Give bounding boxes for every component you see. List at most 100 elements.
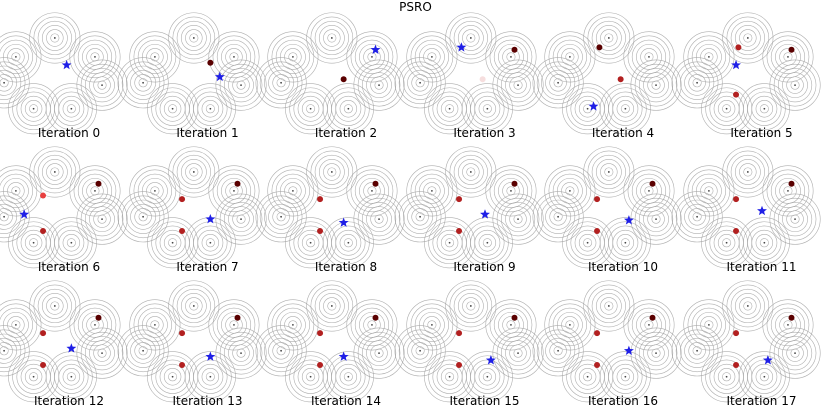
mode-5-contours bbox=[8, 217, 60, 269]
mode-5-contours bbox=[285, 351, 337, 403]
mode-5-contours bbox=[562, 83, 614, 135]
population-point-1 bbox=[178, 196, 185, 203]
mode-1-contours bbox=[306, 12, 358, 64]
panel-9 bbox=[394, 146, 544, 269]
mode-center-dot bbox=[192, 37, 195, 39]
best-response-star bbox=[370, 44, 381, 54]
mode-1-contours bbox=[168, 146, 220, 198]
best-response-star bbox=[624, 215, 635, 225]
panel-15 bbox=[394, 280, 544, 403]
mode-2-contours bbox=[69, 299, 121, 351]
mode-5-contours bbox=[285, 83, 337, 135]
mode-2-contours bbox=[762, 165, 814, 217]
mode-center-dot bbox=[15, 55, 18, 58]
mode-center-dot bbox=[101, 84, 104, 87]
population-point-0 bbox=[207, 59, 214, 66]
best-response-star bbox=[61, 59, 72, 70]
mode-center-dot bbox=[192, 305, 195, 307]
mode-0-contours bbox=[544, 31, 596, 83]
mode-center-dot bbox=[557, 215, 560, 218]
mode-center-dot bbox=[232, 323, 235, 326]
mode-center-dot bbox=[141, 81, 144, 84]
mode-3-contours bbox=[630, 327, 682, 379]
mode-center-dot bbox=[171, 107, 174, 110]
panel-8 bbox=[255, 146, 405, 269]
mode-center-dot bbox=[786, 323, 789, 326]
mode-1-contours bbox=[722, 280, 774, 332]
mode-center-dot bbox=[15, 189, 18, 192]
panel-label: Iteration 5 bbox=[730, 126, 793, 140]
population-point-0 bbox=[234, 314, 241, 321]
population-point-1 bbox=[455, 196, 462, 203]
mode-1-contours bbox=[583, 12, 635, 64]
population-point-2 bbox=[732, 227, 739, 234]
mode-5-contours bbox=[700, 217, 752, 269]
mode-center-dot bbox=[648, 323, 651, 326]
best-response-star bbox=[756, 205, 767, 216]
mode-center-dot bbox=[557, 81, 560, 84]
mode-center-dot bbox=[94, 55, 97, 58]
mode-6-contours bbox=[394, 57, 446, 109]
mode-center-dot bbox=[3, 215, 6, 218]
population-point-0 bbox=[788, 46, 795, 53]
mode-center-dot bbox=[32, 241, 35, 244]
mode-6-contours bbox=[0, 57, 30, 109]
mode-2-contours bbox=[485, 299, 537, 351]
population-point-1 bbox=[455, 330, 462, 337]
mode-center-dot bbox=[418, 349, 421, 352]
mode-center-dot bbox=[418, 81, 421, 84]
mode-5-contours bbox=[423, 217, 475, 269]
mode-center-dot bbox=[448, 241, 451, 244]
population-point-0 bbox=[511, 46, 518, 53]
mode-2-contours bbox=[623, 31, 675, 83]
mode-1-contours bbox=[445, 280, 497, 332]
mode-2-contours bbox=[485, 165, 537, 217]
mode-6-contours bbox=[394, 191, 446, 243]
mode-3-contours bbox=[630, 59, 682, 111]
panel-4 bbox=[532, 12, 682, 135]
mode-center-dot bbox=[153, 189, 156, 192]
mode-center-dot bbox=[707, 323, 710, 326]
mode-1-contours bbox=[306, 280, 358, 332]
population-point-2 bbox=[732, 91, 739, 98]
mode-center-dot bbox=[608, 37, 610, 39]
mode-center-dot bbox=[171, 375, 174, 378]
best-response-star bbox=[730, 59, 741, 70]
mode-center-dot bbox=[347, 241, 350, 244]
panel-label: Iteration 11 bbox=[726, 260, 797, 274]
best-response-star bbox=[19, 209, 30, 219]
population-point-1 bbox=[40, 192, 47, 199]
mode-center-dot bbox=[746, 171, 749, 173]
mode-center-dot bbox=[101, 218, 104, 221]
population-point-2 bbox=[317, 227, 324, 234]
mode-center-dot bbox=[378, 84, 381, 87]
mode-center-dot bbox=[763, 241, 766, 244]
mode-center-dot bbox=[655, 84, 658, 87]
panel-12 bbox=[0, 280, 128, 403]
population-point-1 bbox=[732, 196, 739, 203]
mode-6-contours bbox=[255, 57, 307, 109]
population-point-1 bbox=[479, 76, 486, 83]
mode-2-contours bbox=[762, 31, 814, 83]
mode-center-dot bbox=[725, 241, 728, 244]
mode-center-dot bbox=[32, 107, 35, 110]
panel-label: Iteration 16 bbox=[588, 394, 658, 408]
mode-center-dot bbox=[292, 189, 295, 192]
mode-center-dot bbox=[746, 37, 749, 39]
population-point-0 bbox=[95, 314, 102, 321]
mode-center-dot bbox=[586, 241, 589, 244]
mode-6-contours bbox=[532, 325, 584, 377]
figure-title: PSRO bbox=[399, 0, 432, 14]
mode-0-contours bbox=[129, 299, 181, 351]
mode-center-dot bbox=[448, 107, 451, 110]
mode-center-dot bbox=[3, 349, 6, 352]
mode-1-contours bbox=[168, 12, 220, 64]
population-point-2 bbox=[317, 361, 324, 368]
mode-center-dot bbox=[309, 375, 312, 378]
mode-5-contours bbox=[562, 351, 614, 403]
best-response-star bbox=[479, 209, 490, 219]
mode-center-dot bbox=[725, 107, 728, 110]
mode-center-dot bbox=[586, 107, 589, 110]
mode-5-contours bbox=[146, 351, 198, 403]
